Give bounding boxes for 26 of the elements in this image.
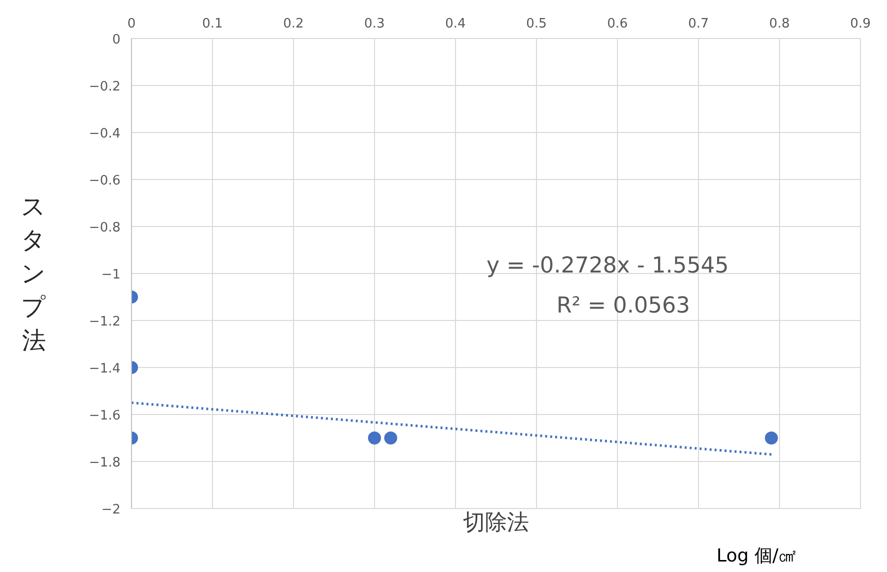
y-tick-label: −2 [101,502,121,518]
y-tick-label: −0.4 [88,126,121,142]
x-tick-label: 0.7 [688,16,709,32]
y-tick-label: 0 [112,32,121,48]
x-tick-label: 0.8 [769,16,790,32]
y-tick-label: −1 [101,268,121,282]
annotation: y = -0.2728x - 1.5545 [486,254,729,278]
y-tick-label: −0.8 [88,220,121,236]
x-tick-label: 0.2 [283,16,304,32]
x-axis-title: 切除法 [463,510,529,536]
x-tick-label: 0.4 [445,16,466,32]
x-tick-label: 0.9 [850,16,871,32]
x-tick-label: 0.1 [202,16,223,32]
x-tick-label: 0.6 [607,16,628,32]
y-tick-label: −0.6 [88,174,121,188]
annotation: R² = 0.0563 [556,294,690,318]
text: Log 個/㎠ [716,546,796,566]
y-tick-label: −1.8 [88,456,121,470]
x-tick-label: 0.5 [526,16,547,32]
x-tick-label: 0.3 [364,16,385,32]
y-axis-title: スタンプ法 [20,192,46,355]
y-tick-label: −1.4 [88,362,121,376]
y-tick-label: −0.2 [88,80,121,94]
y-tick-label: −1.2 [88,314,121,330]
y-tick-label: −1.6 [88,408,121,424]
x-tick-label: 0 [127,16,136,32]
